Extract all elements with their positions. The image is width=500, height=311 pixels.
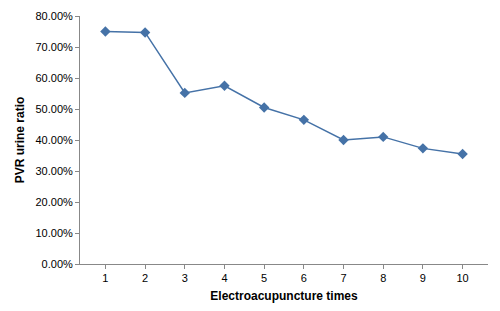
svg-text:7: 7 bbox=[340, 272, 346, 284]
svg-text:Electroacupuncture times: Electroacupuncture times bbox=[210, 289, 358, 303]
svg-text:PVR urine ratio: PVR urine ratio bbox=[13, 97, 27, 184]
svg-text:80.00%: 80.00% bbox=[35, 10, 73, 22]
svg-text:1: 1 bbox=[102, 272, 108, 284]
svg-text:50.00%: 50.00% bbox=[35, 103, 73, 115]
svg-text:10: 10 bbox=[456, 272, 468, 284]
svg-text:9: 9 bbox=[420, 272, 426, 284]
svg-text:20.00%: 20.00% bbox=[35, 196, 73, 208]
svg-text:30.00%: 30.00% bbox=[35, 165, 73, 177]
svg-text:3: 3 bbox=[182, 272, 188, 284]
svg-text:8: 8 bbox=[380, 272, 386, 284]
svg-text:40.00%: 40.00% bbox=[35, 134, 73, 146]
svg-text:4: 4 bbox=[221, 272, 227, 284]
svg-text:5: 5 bbox=[261, 272, 267, 284]
svg-text:10.00%: 10.00% bbox=[35, 227, 73, 239]
svg-text:60.00%: 60.00% bbox=[35, 72, 73, 84]
svg-text:2: 2 bbox=[142, 272, 148, 284]
svg-text:6: 6 bbox=[301, 272, 307, 284]
svg-text:0.00%: 0.00% bbox=[42, 258, 73, 270]
svg-text:70.00%: 70.00% bbox=[35, 41, 73, 53]
